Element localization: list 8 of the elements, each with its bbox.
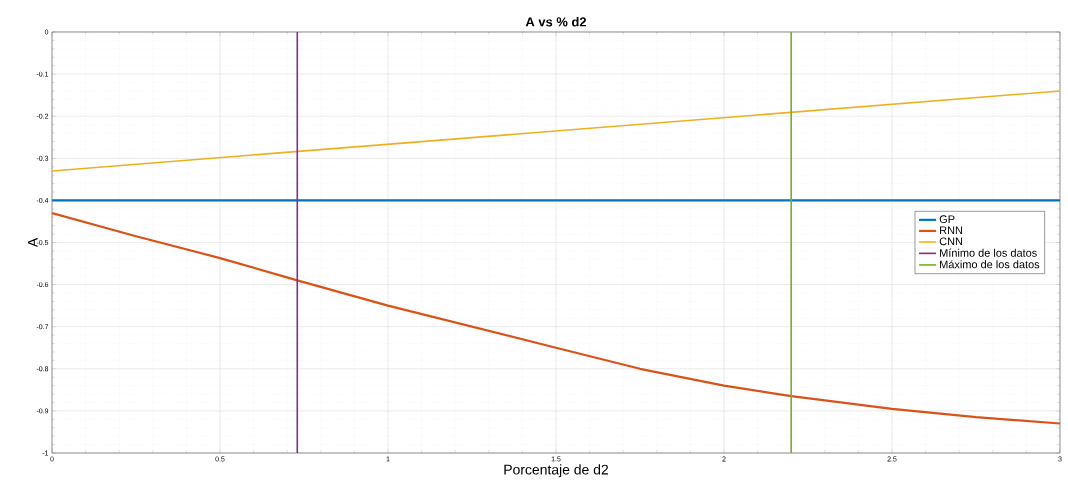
chart-title: A vs % d2: [525, 16, 587, 27]
legend-label: GP: [939, 215, 955, 224]
legend-label: Máximo de los datos: [940, 260, 1040, 269]
legend-label: CNN: [939, 237, 963, 246]
legend-label: Mínimo de los datos: [940, 248, 1037, 257]
legend-label: RNN: [940, 226, 963, 234]
y-axis-title: A: [28, 237, 38, 248]
x-axis-title: Porcentaje de d2: [504, 464, 608, 478]
